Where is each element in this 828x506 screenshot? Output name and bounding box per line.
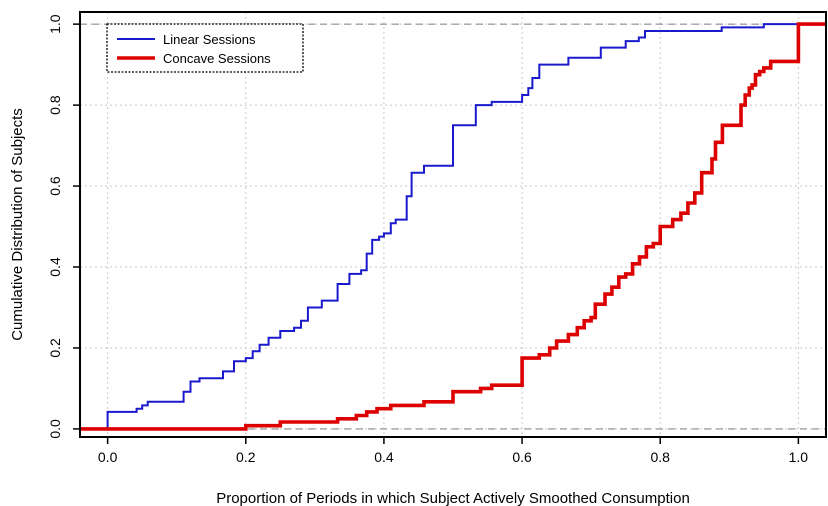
- x-axis-title: Proportion of Periods in which Subject A…: [216, 490, 690, 506]
- grid-layer: [80, 12, 826, 437]
- series-line-concave-sessions: [80, 22, 826, 431]
- legend-label-concave: Concave Sessions: [163, 51, 271, 66]
- plot-frame: [79, 11, 827, 438]
- x-tick-label-5: 1.0: [789, 449, 809, 465]
- x-tick-label-2: 0.4: [374, 449, 394, 465]
- series-line-linear-sessions: [80, 23, 826, 430]
- y-tick-label-0: 0.0: [47, 419, 63, 439]
- legend-label-linear: Linear Sessions: [163, 32, 256, 47]
- series-layer: [80, 22, 826, 431]
- x-tick-label-3: 0.6: [512, 449, 532, 465]
- x-tick-label-0: 0.0: [98, 449, 118, 465]
- legend: Linear Sessions Concave Sessions: [106, 23, 304, 73]
- y-axis-title: Cumulative Distribution of Subjects: [9, 108, 26, 341]
- y-tick-label-5: 1.0: [47, 14, 63, 34]
- y-tick-label-3: 0.6: [47, 176, 63, 196]
- x-tick-label-4: 0.8: [650, 449, 670, 465]
- reference-lines: [80, 23, 826, 430]
- y-axis-ticks: 0.0 0.2 0.4 0.6 0.8 1.0: [47, 14, 80, 439]
- x-tick-label-1: 0.2: [236, 449, 256, 465]
- x-axis-ticks: 0.0 0.2 0.4 0.6 0.8 1.0: [98, 437, 808, 465]
- y-tick-label-4: 0.8: [47, 95, 63, 115]
- y-tick-label-1: 0.2: [47, 338, 63, 358]
- legend-box: [106, 23, 304, 73]
- y-tick-label-2: 0.4: [47, 257, 63, 277]
